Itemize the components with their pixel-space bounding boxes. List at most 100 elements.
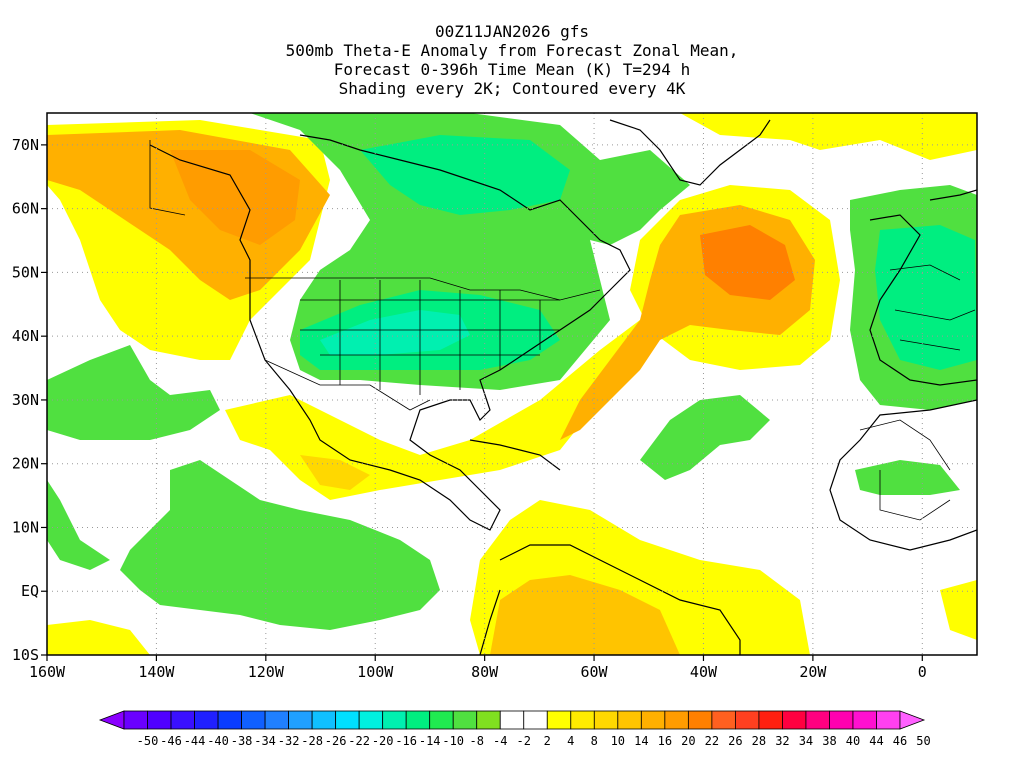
shade-cyan-us-core — [320, 310, 470, 355]
colorbar-label: 20 — [681, 734, 695, 748]
border-us-canada — [245, 277, 601, 301]
colorbar-swatch — [805, 710, 830, 730]
lat-tick-label: 70N — [12, 136, 39, 154]
coast-north-america — [149, 134, 631, 531]
colorbar-label: -2 — [517, 734, 531, 748]
colorbar-label: 2 — [544, 734, 551, 748]
shade-aqua-canada — [360, 135, 570, 215]
colorbar-swatch — [170, 710, 195, 730]
colorbar-swatch — [311, 710, 337, 730]
colorbar-swatch — [429, 710, 454, 730]
lon-tick-label: 80W — [471, 663, 499, 681]
colorbar-label: -22 — [348, 734, 370, 748]
lon-tick-label: 100W — [357, 663, 394, 681]
shade-darkorange-atlantic — [700, 225, 795, 300]
border-alaska-canada — [149, 140, 186, 216]
colorbar-label: 44 — [869, 734, 883, 748]
colorbar-swatch — [241, 710, 266, 730]
map-frame — [46, 112, 978, 656]
colorbar-label: 10 — [611, 734, 625, 748]
colorbar-label: -14 — [419, 734, 441, 748]
coast-africa — [829, 399, 977, 551]
lon-tick-label: 20W — [799, 663, 827, 681]
colorbar-swatch — [147, 710, 172, 730]
shade-orange-brazil — [490, 575, 680, 655]
shade-green-tropical-pacific — [120, 460, 440, 630]
europe-borders — [889, 264, 976, 351]
colorbar-swatch — [640, 710, 666, 730]
map-gridlines — [47, 113, 977, 655]
shade-green-east-pacific — [47, 345, 220, 440]
lat-tick-label: 50N — [12, 263, 39, 281]
lon-tick-label: 120W — [248, 663, 285, 681]
colorbar-swatch — [382, 710, 407, 730]
colorbar-swatch — [734, 710, 760, 730]
colorbar-swatch — [782, 710, 807, 730]
lat-tick-label: 60N — [12, 200, 39, 218]
border-us-mexico — [264, 359, 431, 411]
lat-tick-label: 10N — [12, 518, 39, 536]
shade-yellow-mexico — [225, 300, 660, 500]
colorbar-swatch — [499, 710, 525, 730]
shade-green-africa — [855, 460, 960, 495]
colorbar-label: -40 — [207, 734, 229, 748]
lat-tick-label: 20N — [12, 455, 39, 473]
colorbar-label: 16 — [658, 734, 672, 748]
colorbar-label: 50 — [916, 734, 930, 748]
colorbar-label: -10 — [442, 734, 464, 748]
title-line-4: Shading every 2K; Contoured every 4K — [338, 79, 686, 98]
colorbar-label: -26 — [325, 734, 347, 748]
colorbar-label: -16 — [395, 734, 417, 748]
colorbar-label: 32 — [775, 734, 789, 748]
lat-tick-label: 40N — [12, 327, 39, 345]
title-line-2: 500mb Theta-E Anomaly from Forecast Zona… — [285, 41, 739, 60]
anomaly-shading — [47, 113, 977, 655]
colorbar-label: -32 — [278, 734, 300, 748]
colorbar-label: -28 — [301, 734, 323, 748]
lon-tick-label: 40W — [690, 663, 718, 681]
colorbar-label: 34 — [799, 734, 813, 748]
title-line-3: Forecast 0-396h Time Mean (K) T=294 h — [333, 60, 691, 79]
shade-green-greenland — [590, 150, 690, 245]
colorbar-max-arrow — [899, 710, 926, 730]
shade-darkorange-alaska — [170, 150, 300, 245]
coastlines — [149, 119, 977, 655]
shade-green-central-atlantic — [640, 395, 770, 480]
colorbar-label: 40 — [846, 734, 860, 748]
colorbar-label: 8 — [591, 734, 598, 748]
colorbar-swatch — [476, 710, 501, 730]
lon-tick-label: 0 — [918, 663, 927, 681]
colorbar-swatch — [617, 710, 642, 730]
us-states-grid — [300, 280, 560, 395]
colorbar-label: -4 — [493, 734, 507, 748]
coast-greenland — [609, 119, 771, 186]
colorbar-swatch — [288, 710, 313, 730]
colorbar-label: 46 — [893, 734, 907, 748]
colorbar-label: -50 — [137, 734, 159, 748]
colorbar-label: 4 — [567, 734, 574, 748]
colorbar: -50 -46 -44 -40 -38 -34 -32 -28 -26 -22 -20 -16 -14-… — [98, 710, 931, 748]
colorbar-label: 22 — [705, 734, 719, 748]
colorbar-swatch — [852, 710, 877, 730]
colorbar-swatch — [829, 710, 854, 730]
colorbar-label: -46 — [160, 734, 182, 748]
lat-tick-label: 10S — [12, 646, 39, 664]
colorbar-label: 26 — [728, 734, 742, 748]
colorbar-swatch — [452, 710, 478, 730]
colorbar-swatch — [217, 710, 242, 730]
colorbar-swatch — [570, 710, 595, 730]
colorbar-swatch — [546, 710, 572, 730]
colorbar-label: 14 — [634, 734, 648, 748]
chart-title: 00Z11JAN2026 gfs 500mb Theta-E Anomaly f… — [0, 22, 1024, 98]
shade-aqua-europe — [875, 225, 977, 370]
colorbar-label: 38 — [822, 734, 836, 748]
lon-tick-label: 60W — [581, 663, 609, 681]
colorbar-swatch — [264, 710, 290, 730]
colorbar-swatch — [876, 710, 901, 730]
colorbar-swatch — [405, 710, 431, 730]
colorbar-label: -34 — [254, 734, 276, 748]
colorbar-swatch — [358, 710, 384, 730]
coast-south-america — [479, 544, 741, 655]
